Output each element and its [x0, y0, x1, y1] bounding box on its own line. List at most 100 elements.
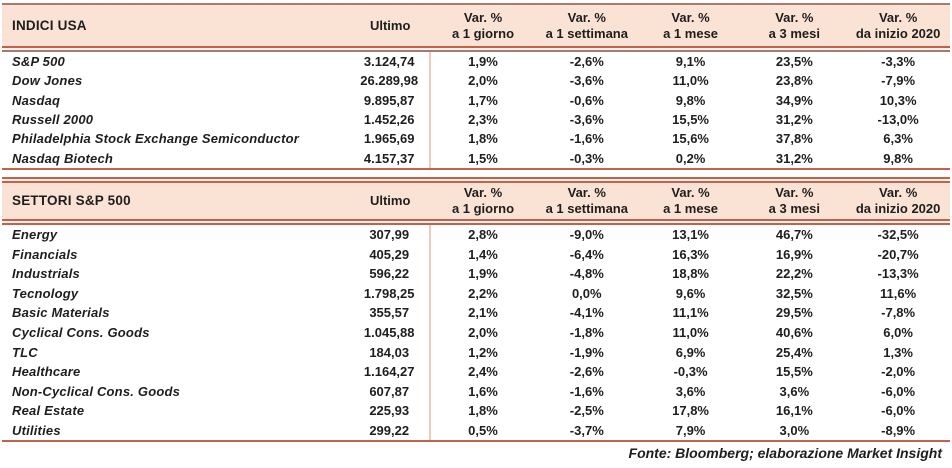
row-var-value: -4,8% — [569, 266, 604, 282]
row-var-value: 1,8% — [468, 131, 498, 147]
row-var-value: -13,3% — [877, 266, 919, 282]
row-var-value: 17,8% — [672, 403, 709, 419]
row-var-value: 11,0% — [672, 73, 709, 89]
table-row: Energy 307,99 2,8% -9,0% 13,1% 46,7% -32,5% — [2, 224, 950, 245]
row-var-value: 31,2% — [775, 112, 813, 128]
row-var-value: 37,8% — [775, 131, 813, 147]
row-var-value: 2,0% — [468, 73, 498, 89]
row-ultimo-value: 3.124,74 — [349, 52, 432, 72]
row-var-value: -1,6% — [569, 131, 604, 147]
row-ultimo-value: 26.289,98 — [349, 71, 432, 91]
row-var-value: 16,9% — [775, 246, 813, 262]
table-row: Healthcare 1.164,27 2,4% -2,6% -0,3% 15,5% -2,… — [2, 361, 950, 382]
table-top-rule — [2, 3, 950, 5]
row-ultimo-value: 225,93 — [349, 401, 432, 421]
row-name: Energy — [12, 227, 58, 243]
var-label-line1: Var. % — [671, 9, 710, 25]
var-label-line2: a 1 mese — [663, 25, 719, 41]
var-label-line1: Var. % — [463, 9, 503, 25]
row-var-value: 1,2% — [468, 344, 498, 360]
var-label-line1: Var. % — [878, 9, 918, 25]
row-var-value: 46,7% — [775, 227, 813, 243]
table-row: Nasdaq Biotech 4.157,37 1,5% -0,3% 0,2% 31,2%… — [2, 148, 950, 168]
row-var-value: -9,0% — [569, 227, 604, 243]
table-row: TLC 184,03 1,2% -1,9% 6,9% 25,4% 1,3% — [2, 342, 950, 362]
table-row: Tecnology 1.798,25 2,2% 0,0% 9,6% 32,5% 11,6% — [2, 283, 950, 304]
row-ultimo-value: 1.452,26 — [349, 109, 432, 130]
header-bottom-double-rule — [2, 46, 950, 52]
row-var-value: 0,2% — [675, 150, 706, 166]
row-var-value: 1,4% — [468, 246, 498, 262]
table-bottom-rule — [2, 440, 950, 443]
row-var-value: 16,1% — [775, 403, 813, 419]
row-var-value: 6,9% — [675, 344, 706, 360]
row-var-value: 11,6% — [880, 285, 917, 301]
row-ultimo-value: 355,57 — [349, 303, 432, 323]
row-ultimo-value: 4.157,37 — [349, 148, 432, 168]
column-header-var-1m: Var. % a 1 mese — [639, 183, 743, 219]
row-ultimo-value: 184,03 — [349, 342, 432, 362]
row-var-value: -7,9% — [881, 73, 916, 89]
table-body-settori-sp500: Energy 307,99 2,8% -9,0% 13,1% 46,7% -32,5% Fin… — [2, 224, 950, 441]
row-var-value: -6,0% — [881, 403, 916, 419]
row-var-value: 2,1% — [468, 305, 498, 321]
var-label-line2: a 3 mesi — [768, 200, 820, 216]
var-label-line2: a 1 giorno — [451, 200, 515, 216]
table-title: INDICI USA — [12, 17, 87, 33]
header-bottom-double-rule — [2, 218, 950, 225]
table-row: Philadelphia Stock Exchange Semiconducto… — [2, 129, 950, 149]
row-var-value: -20,7% — [877, 246, 919, 262]
row-ultimo-value: 299,22 — [349, 420, 432, 441]
row-name: Healthcare — [12, 364, 81, 380]
table-header: SETTORI S&P 500 Ultimo Var. % a 1 giorno… — [2, 182, 950, 219]
row-var-value: 3,6% — [779, 383, 810, 399]
table-row: Industrials 596,22 1,9% -4,8% 18,8% 22,2% -13,… — [2, 263, 950, 284]
row-var-value: -8,9% — [881, 423, 916, 439]
table-row: Financials 405,29 1,4% -6,4% 16,3% 16,9% -20,7… — [2, 244, 950, 264]
row-var-value: 32,5% — [775, 285, 813, 301]
row-var-value: 2,2% — [468, 285, 498, 301]
row-var-value: 23,5% — [775, 54, 813, 70]
table-row: Non-Cyclical Cons. Goods 607,87 1,6% -1,6% 3… — [2, 381, 950, 402]
row-name: S&P 500 — [12, 54, 65, 70]
row-var-value: 10,3% — [879, 92, 917, 108]
row-var-value: -1,6% — [569, 383, 604, 399]
row-var-value: -1,8% — [569, 325, 604, 341]
row-var-value: 2,8% — [468, 227, 498, 243]
row-var-value: -6,4% — [569, 246, 604, 262]
row-ultimo-value: 607,87 — [349, 381, 432, 402]
row-ultimo-value: 1.164,27 — [349, 361, 432, 382]
row-var-value: 9,8% — [883, 150, 913, 166]
column-header-var-1s: Var. % a 1 settimana — [535, 5, 639, 46]
row-var-value: -6,0% — [881, 383, 916, 399]
column-header-var-3m: Var. % a 3 mesi — [742, 5, 846, 46]
table-body-indici-usa: S&P 500 3.124,74 1,9% -2,6% 9,1% 23,5% -3,3% Do… — [2, 52, 950, 168]
table-settori-sp500: SETTORI S&P 500 Ultimo Var. % a 1 giorno… — [2, 176, 950, 443]
table-row: Utilities 299,22 0,5% -3,7% 7,9% 3,0% -8,9% — [2, 420, 950, 441]
row-var-value: 1,5% — [468, 150, 498, 166]
row-name: TLC — [12, 344, 38, 360]
row-var-value: -7,8% — [881, 305, 916, 321]
row-var-value: -2,6% — [569, 364, 604, 380]
row-var-value: -3,6% — [569, 73, 604, 89]
row-var-value: -1,9% — [569, 344, 604, 360]
table-title: SETTORI S&P 500 — [12, 192, 131, 208]
column-header-var-1g: Var. % a 1 giorno — [431, 5, 535, 46]
row-name: Financials — [12, 246, 78, 262]
var-label-line1: Var. % — [567, 184, 606, 200]
row-name: Cyclical Cons. Goods — [12, 325, 150, 341]
row-var-value: 9,1% — [675, 54, 706, 70]
var-label-line2: a 1 settimana — [545, 200, 628, 216]
table-row: Real Estate 225,93 1,8% -2,5% 17,8% 16,1% -6,0… — [2, 401, 950, 421]
table-row: S&P 500 3.124,74 1,9% -2,6% 9,1% 23,5% -3,3% — [2, 52, 950, 72]
row-name: Dow Jones — [12, 73, 83, 89]
row-var-value: -2,6% — [569, 54, 604, 70]
row-ultimo-value: 1.798,25 — [349, 283, 432, 304]
row-var-value: -3,3% — [881, 54, 916, 70]
row-var-value: 3,6% — [675, 383, 706, 399]
table-row: Basic Materials 355,57 2,1% -4,1% 11,1% 29,5%… — [2, 303, 950, 323]
row-var-value: 15,6% — [672, 131, 709, 147]
row-var-value: -32,5% — [877, 227, 919, 243]
header-top-double-rule — [2, 176, 950, 183]
